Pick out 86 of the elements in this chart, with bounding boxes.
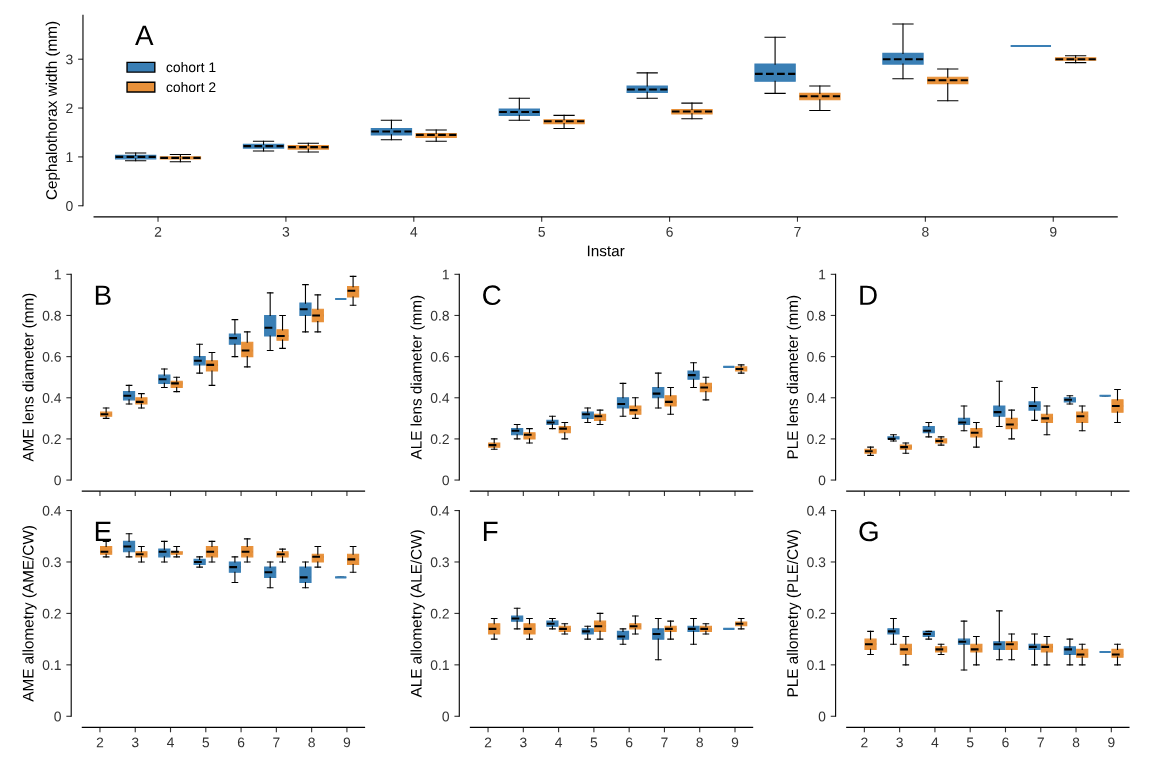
y-tick-label: 0.8 <box>807 310 826 321</box>
y-tick-label: 1 <box>819 269 826 280</box>
y-tick-label: 0.2 <box>42 608 61 619</box>
y-tick-label: 0 <box>442 711 450 722</box>
x-tick-label: 8 <box>922 226 929 237</box>
x-tick-label: 9 <box>1108 737 1115 748</box>
y-tick-label: 0.8 <box>430 310 449 321</box>
x-tick-label: 8 <box>696 737 703 748</box>
y-tick-label: 0.6 <box>807 351 826 362</box>
y-tick-label: 2 <box>66 103 73 114</box>
y-tick-label: 0.2 <box>430 434 449 445</box>
x-tick-label: 7 <box>273 737 280 748</box>
y-tick-label: 0 <box>442 475 450 486</box>
x-tick-label: 9 <box>731 737 739 748</box>
y-tick-label: 0.1 <box>42 660 61 671</box>
annotation: B <box>95 285 111 305</box>
y-axis-title: PLE allometry (PLE/CW) <box>786 530 802 697</box>
x-tick-label: 6 <box>1002 737 1009 748</box>
x-tick-label: 7 <box>661 737 668 748</box>
annotation: D <box>860 285 877 305</box>
y-tick-label: 0.1 <box>430 660 449 671</box>
x-tick-label: 3 <box>282 226 290 237</box>
x-tick-label: 4 <box>166 737 174 748</box>
y-axis-title: Cephalothorax width (mm) <box>45 21 60 200</box>
x-tick-label: 2 <box>861 737 868 748</box>
legend-label: cohort 1 <box>166 62 216 73</box>
annotation: A <box>135 25 154 45</box>
x-tick-label: 5 <box>202 737 210 748</box>
x-tick-label: 2 <box>484 737 492 748</box>
y-tick-label: 0 <box>54 711 61 722</box>
x-tick-label: 4 <box>555 737 563 748</box>
y-tick-label: 1 <box>442 269 449 280</box>
x-tick-label: 8 <box>308 737 315 748</box>
x-tick-label: 3 <box>896 737 903 748</box>
x-axis-title: Instar <box>587 245 625 257</box>
y-tick-label: 3 <box>66 54 73 65</box>
y-tick-label: 0.2 <box>807 608 826 619</box>
y-tick-label: 0.4 <box>430 505 450 516</box>
legend-label: cohort 2 <box>166 81 216 93</box>
annotation: C <box>483 285 501 306</box>
y-tick-label: 0 <box>66 201 73 211</box>
x-tick-label: 9 <box>343 737 351 748</box>
y-axis-title: AME lens diameter (mm) <box>22 293 37 462</box>
y-axis-title: ALE allometry (ALE/CW) <box>410 530 425 698</box>
y-tick-label: 0.4 <box>42 505 62 516</box>
y-tick-label: 0 <box>54 475 61 486</box>
y-axis-title: ALE lens diameter (mm) <box>410 295 425 460</box>
x-tick-label: 6 <box>237 737 245 748</box>
x-tick-label: 2 <box>154 226 162 237</box>
x-tick-label: 3 <box>131 737 139 748</box>
x-tick-label: 3 <box>519 737 527 748</box>
y-tick-label: 0.3 <box>42 557 61 568</box>
y-tick-label: 0.6 <box>42 351 61 362</box>
y-tick-label: 0.4 <box>807 393 826 403</box>
y-tick-label: 0.6 <box>430 351 449 362</box>
annotation: E <box>95 521 111 541</box>
y-tick-label: 0.2 <box>807 434 826 445</box>
y-axis-title: AME allometry (AME/CW) <box>22 526 37 702</box>
y-tick-label: 0.4 <box>430 393 450 403</box>
x-tick-label: 7 <box>794 227 801 237</box>
y-tick-label: 0.1 <box>807 660 826 671</box>
y-tick-label: 0.8 <box>42 310 61 321</box>
annotation: G <box>859 521 878 542</box>
y-tick-label: 0.3 <box>807 557 826 568</box>
x-tick-label: 9 <box>1050 226 1057 237</box>
x-tick-label: 6 <box>666 226 673 237</box>
y-tick-label: 1 <box>66 152 73 162</box>
x-tick-label: 5 <box>538 227 545 237</box>
x-tick-label: 5 <box>966 737 974 748</box>
x-tick-label: 4 <box>410 227 418 237</box>
y-axis-title: PLE lens diameter (mm) <box>786 295 802 459</box>
x-tick-label: 2 <box>96 737 104 748</box>
y-tick-label: 0.4 <box>807 505 826 516</box>
y-tick-label: 0 <box>818 711 826 722</box>
x-tick-label: 8 <box>1072 737 1080 748</box>
y-tick-label: 0.2 <box>430 608 449 619</box>
x-tick-label: 5 <box>590 737 598 748</box>
y-tick-label: 0.2 <box>42 434 61 445</box>
y-tick-label: 0 <box>818 475 826 486</box>
y-tick-label: 0.4 <box>42 393 62 403</box>
x-tick-label: 6 <box>626 737 633 748</box>
y-tick-label: 0.3 <box>430 557 449 568</box>
annotation: F <box>483 521 498 541</box>
x-tick-label: 4 <box>931 737 939 748</box>
y-tick-label: 1 <box>54 269 61 280</box>
x-tick-label: 7 <box>1037 737 1044 748</box>
